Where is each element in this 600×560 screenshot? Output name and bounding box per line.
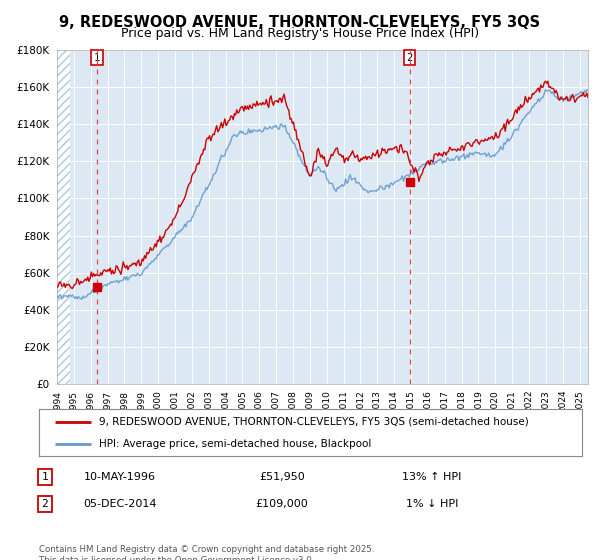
Text: £109,000: £109,000 xyxy=(256,499,308,509)
Text: 13% ↑ HPI: 13% ↑ HPI xyxy=(403,472,461,482)
Text: HPI: Average price, semi-detached house, Blackpool: HPI: Average price, semi-detached house,… xyxy=(99,438,371,449)
Text: 10-MAY-1996: 10-MAY-1996 xyxy=(84,472,156,482)
Text: 9, REDESWOOD AVENUE, THORNTON-CLEVELEYS, FY5 3QS: 9, REDESWOOD AVENUE, THORNTON-CLEVELEYS,… xyxy=(59,15,541,30)
Text: 1: 1 xyxy=(94,53,100,63)
Text: £51,950: £51,950 xyxy=(259,472,305,482)
Text: 2: 2 xyxy=(41,499,49,509)
Text: Contains HM Land Registry data © Crown copyright and database right 2025.
This d: Contains HM Land Registry data © Crown c… xyxy=(39,545,374,560)
Text: 9, REDESWOOD AVENUE, THORNTON-CLEVELEYS, FY5 3QS (semi-detached house): 9, REDESWOOD AVENUE, THORNTON-CLEVELEYS,… xyxy=(99,417,529,427)
Text: Price paid vs. HM Land Registry's House Price Index (HPI): Price paid vs. HM Land Registry's House … xyxy=(121,27,479,40)
Text: 2: 2 xyxy=(407,53,413,63)
Text: 1: 1 xyxy=(41,472,49,482)
Text: 05-DEC-2014: 05-DEC-2014 xyxy=(83,499,157,509)
Text: 1% ↓ HPI: 1% ↓ HPI xyxy=(406,499,458,509)
